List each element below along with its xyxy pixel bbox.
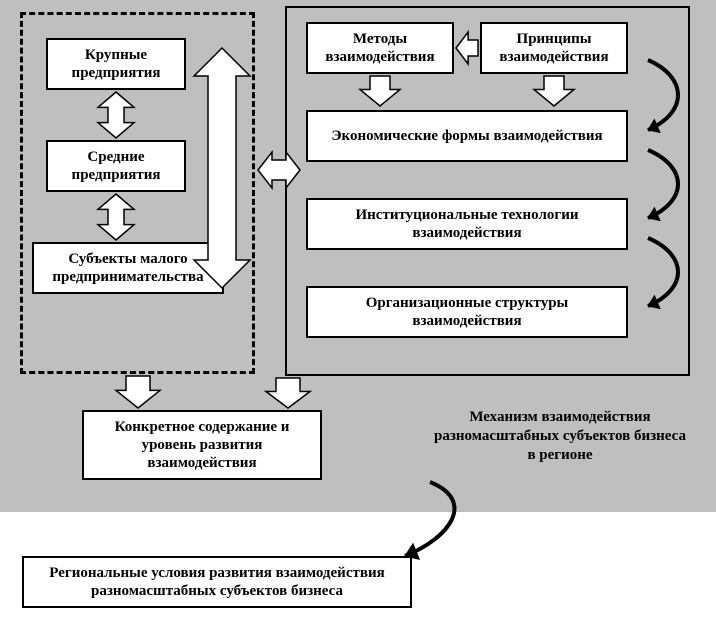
arrow-a_dash_d (116, 376, 160, 408)
node-n1: Крупные предприятия (46, 38, 186, 90)
arrow-a_n5_d (534, 76, 574, 106)
node-label-n1: Крупные предприятия (54, 46, 178, 82)
caption-mechanism: Механизм взаимодействия разномасштабных … (430, 408, 690, 464)
node-label-n3: Субъекты малого предпринимательства (40, 250, 216, 286)
node-label-n9: Конкретное содержание и уровень развития… (90, 418, 314, 472)
curve-c1 (644, 56, 700, 142)
node-label-n6: Экономические формы взаимодействия (331, 127, 602, 145)
node-n5: Принципы взаимодействия (480, 22, 628, 74)
node-label-n2: Средние предприятия (54, 148, 178, 184)
node-label-n8: Организационные структуры взаимодействия (314, 294, 620, 330)
arrow-a_n5_n4 (456, 32, 478, 64)
node-label-n5: Принципы взаимодействия (488, 30, 620, 66)
curve-c4 (401, 478, 488, 568)
node-n8: Организационные структуры взаимодействия (306, 286, 628, 338)
arrow-a_hbridge (258, 152, 300, 188)
curve-c2 (644, 146, 700, 230)
node-n2: Средние предприятия (46, 140, 186, 192)
arrow-a_n4_d (360, 76, 400, 106)
arrow-a_n1_n2 (98, 92, 134, 138)
node-n10: Региональные условия развития взаимодейс… (22, 556, 412, 608)
arrow-a_sol_d (266, 378, 310, 408)
node-n7: Институциональные технологии взаимодейст… (306, 198, 628, 250)
node-label-n10: Региональные условия развития взаимодейс… (30, 564, 404, 600)
node-n4: Методы взаимодействия (306, 22, 454, 74)
node-label-n7: Институциональные технологии взаимодейст… (314, 206, 620, 242)
node-label-n4: Методы взаимодействия (314, 30, 446, 66)
curve-c3 (644, 234, 700, 318)
arrow-a_big_v (194, 48, 250, 288)
node-n9: Конкретное содержание и уровень развития… (82, 410, 322, 480)
node-n6: Экономические формы взаимодействия (306, 110, 628, 162)
arrow-a_n2_n3 (98, 194, 134, 240)
